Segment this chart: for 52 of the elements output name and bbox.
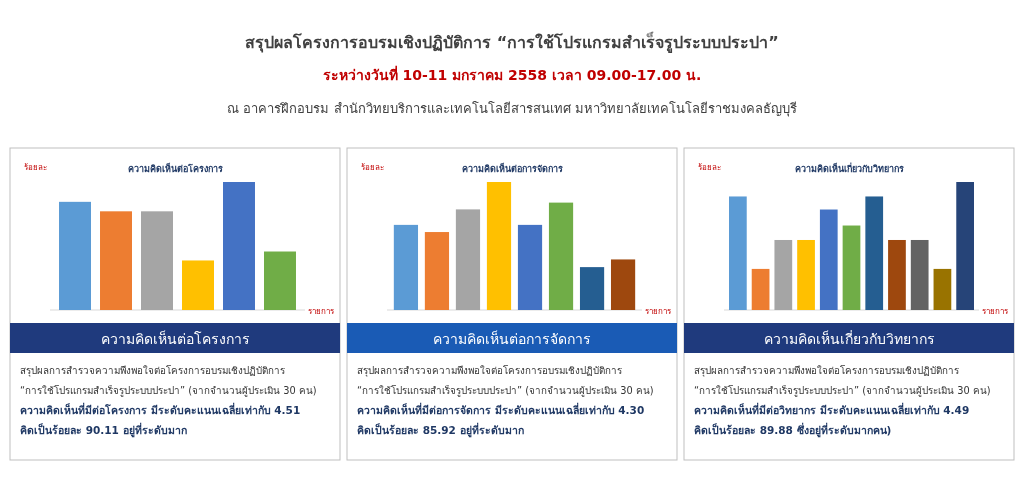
x-axis-title: รายการ bbox=[645, 307, 672, 316]
bar bbox=[455, 209, 481, 310]
bar bbox=[424, 232, 450, 310]
bar bbox=[610, 259, 636, 310]
bar bbox=[548, 202, 574, 310]
bar bbox=[264, 251, 296, 310]
text: คิดเป็นร้อยละ 85.92 อยู่ที่ระดับมาก bbox=[357, 422, 524, 438]
chart-title: ความคิดเห็นต่อการจัดการ bbox=[461, 162, 563, 174]
bar bbox=[865, 196, 884, 310]
text: ณ อาคารฝึกอบรม สำนักวิทยบริการและเทคโนโลยีสารสนเทศ มหาวิทยาลัยเทคโนโลยีราชมงคลธัญบุรี bbox=[227, 101, 797, 117]
bar bbox=[100, 211, 132, 310]
text: “การใช้โปรแกรมสำเร็จรูประบบประปา” (จากจำนวนผู้ประเมิน 30 คน) bbox=[20, 384, 317, 397]
text: ความคิดเห็นเกี่ยวกับวิทยากร bbox=[763, 330, 935, 347]
text: “การใช้โปรแกรมสำเร็จรูประบบประปา” (จากจำนวนผู้ประเมิน 30 คน) bbox=[694, 384, 991, 397]
text: คิดเป็นร้อยละ 89.88 ซึ่งอยู่ที่ระดับมากคน) bbox=[694, 422, 892, 438]
text: สรุปผลโครงการอบรมเชิงปฏิบัติการ “การใช้โปรแกรมสำเร็จรูประบบประปา” bbox=[245, 31, 779, 54]
bar bbox=[956, 182, 974, 310]
bar bbox=[774, 239, 793, 310]
text: คิดเป็นร้อยละ 90.11 อยู่ที่ระดับมาก bbox=[20, 422, 187, 438]
y-axis-title: ร้อยละ bbox=[24, 163, 47, 172]
text: ความคิดเห็นต่อการจัดการ bbox=[433, 330, 591, 347]
bar bbox=[182, 260, 214, 310]
text: ระหว่างวันที่ 10-11 มกราคม 2558 เวลา 09.00-17.00 น. bbox=[322, 65, 702, 83]
bar bbox=[729, 196, 747, 310]
bar bbox=[842, 225, 861, 310]
bar bbox=[933, 268, 952, 310]
x-axis-title: รายการ bbox=[982, 307, 1009, 316]
text: ความคิดเห็นที่มีต่อโครงการ มีระดับคะแนนเฉลี่ยเท่ากับ 4.51 bbox=[20, 402, 301, 416]
bar bbox=[819, 209, 838, 310]
y-axis-title: ร้อยละ bbox=[698, 163, 721, 172]
bar bbox=[888, 239, 906, 310]
chart-title: ความคิดเห็นต่อโครงการ bbox=[127, 162, 223, 174]
text: ความคิดเห็นที่มีต่อการจัดการ มีระดับคะแนนเฉลี่ยเท่ากับ 4.30 bbox=[357, 402, 645, 416]
y-axis-title: ร้อยละ bbox=[361, 163, 384, 172]
bar bbox=[910, 239, 929, 310]
text: ความคิดเห็นที่มีต่อวิทยากร มีระดับคะแนนเฉลี่ยเท่ากับ 4.49 bbox=[694, 402, 970, 416]
bar bbox=[751, 268, 770, 310]
bar bbox=[393, 224, 419, 310]
bar bbox=[59, 201, 91, 310]
x-axis-title: รายการ bbox=[308, 307, 335, 316]
text: สรุปผลการสำรวจความพึงพอใจต่อโครงการอบรมเชิงปฏิบัติการ bbox=[20, 365, 285, 377]
bar bbox=[223, 182, 255, 310]
chart-title: ความคิดเห็นเกี่ยวกับวิทยากร bbox=[794, 162, 904, 174]
text: “การใช้โปรแกรมสำเร็จรูประบบประปา” (จากจำนวนผู้ประเมิน 30 คน) bbox=[357, 384, 654, 397]
bar bbox=[141, 211, 173, 310]
text: สรุปผลการสำรวจความพึงพอใจต่อโครงการอบรมเชิงปฏิบัติการ bbox=[357, 365, 622, 377]
bar bbox=[797, 239, 815, 310]
text: สรุปผลการสำรวจความพึงพอใจต่อโครงการอบรมเชิงปฏิบัติการ bbox=[694, 365, 959, 377]
text: ความคิดเห็นต่อโครงการ bbox=[100, 330, 250, 347]
bar bbox=[517, 224, 543, 310]
bar bbox=[486, 182, 512, 310]
bar bbox=[579, 267, 605, 310]
